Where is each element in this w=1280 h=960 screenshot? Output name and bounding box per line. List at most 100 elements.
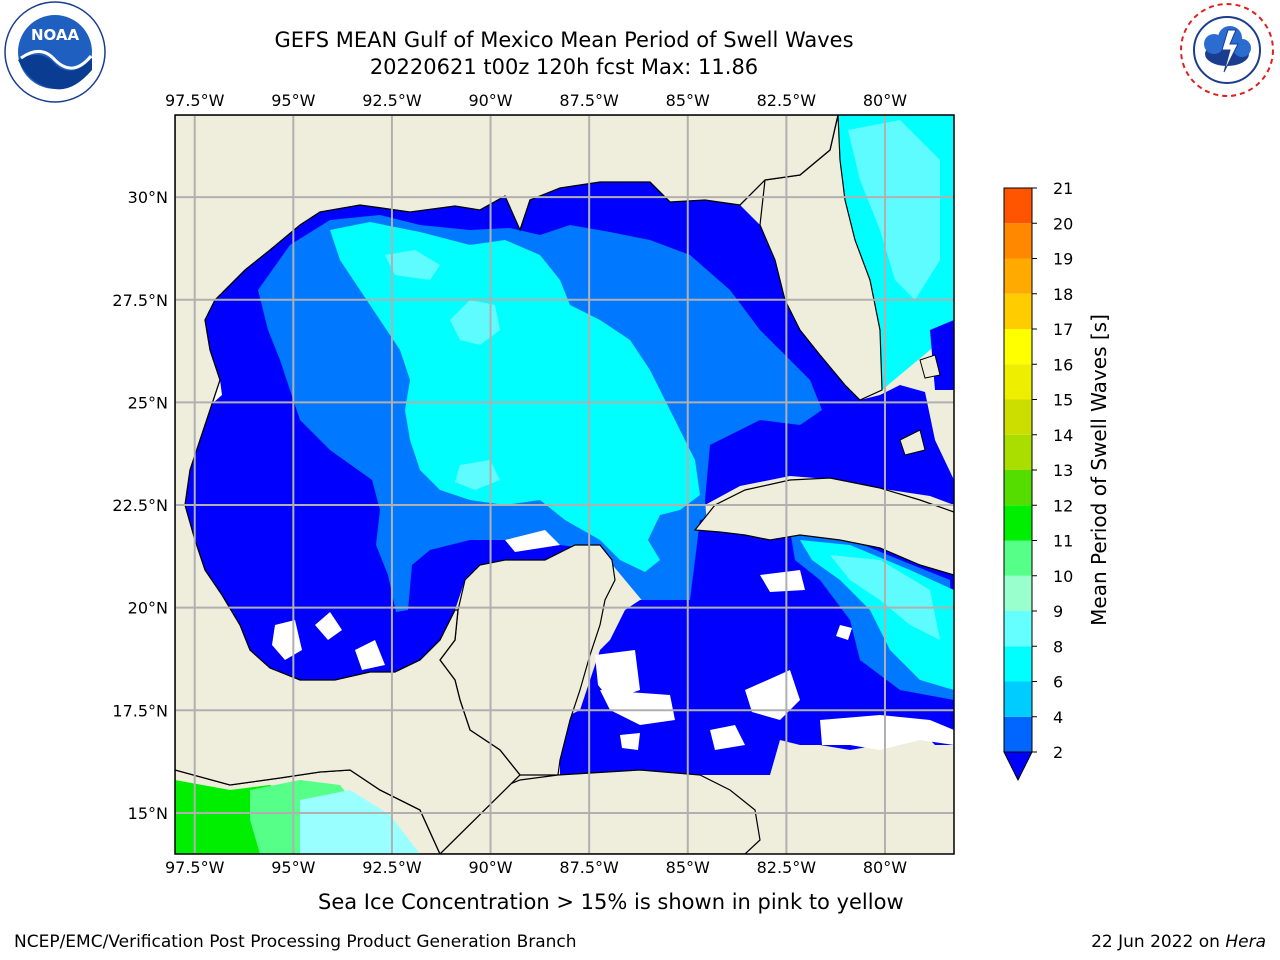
colorbar-tick-label: 10: [1053, 567, 1073, 586]
footer-credit: NCEP/EMC/Verification Post Processing Pr…: [14, 932, 577, 952]
no-data-patch: [600, 690, 675, 725]
no-data-patch: [272, 620, 302, 660]
colorbar-tick-label: 4: [1053, 708, 1063, 727]
colorbar-swatch: [1004, 188, 1032, 224]
lon-label-bottom: 97.5°W: [165, 858, 225, 877]
swell-field-patch: [385, 250, 440, 280]
colorbar-tick-label: 21: [1053, 179, 1073, 198]
lon-label-bottom: 90°W: [468, 858, 512, 877]
swell-field-atlantic-light: [848, 120, 940, 300]
lat-label-left: 15°N: [128, 804, 168, 823]
chart-subtitle: 20220621 t00z 120h fcst Max: 11.86: [369, 55, 759, 79]
colorbar-swatch: [1004, 293, 1032, 329]
lon-label-top: 85°W: [666, 91, 710, 110]
no-data-patch: [355, 640, 385, 670]
land-bahamas: [919, 354, 941, 379]
lat-label-right: 22.5: [959, 496, 960, 515]
footer-host: Hera: [1225, 932, 1266, 952]
colorbar-extend-min: [1003, 751, 1033, 782]
noaa-logo: NOAA: [4, 1, 106, 103]
lon-label-bottom: 85°W: [666, 858, 710, 877]
sea-ice-note: Sea Ice Concentration > 15% is shown in …: [318, 890, 904, 914]
swell-field-patch: [455, 460, 500, 490]
colorbar-swatch: [1004, 716, 1032, 752]
lon-label-bottom: 82.5°W: [757, 858, 817, 877]
colorbar-swatch: [1004, 575, 1032, 611]
gridlines: [175, 115, 954, 854]
lon-label-top: 87.5°W: [559, 91, 619, 110]
lon-label-top: 95°W: [271, 91, 315, 110]
lat-label-left: 30°N: [128, 188, 168, 207]
colorbar-tick-label: 19: [1053, 250, 1073, 269]
map-frame: [174, 114, 955, 855]
lon-label-bottom: 92.5°W: [362, 858, 422, 877]
no-data-patch: [836, 625, 852, 640]
colorbar-swatch: [1004, 505, 1032, 541]
lat-label-right: 15°N: [959, 804, 960, 823]
no-data-patch: [595, 650, 640, 700]
colorbar-tick-label: 20: [1053, 214, 1073, 233]
lon-label-bottom: 95°W: [271, 858, 315, 877]
colorbar-swatch: [1004, 223, 1032, 259]
colorbar-tick-label: 12: [1053, 496, 1073, 515]
noaa-logo-text: NOAA: [31, 26, 80, 44]
colorbar-swatch: [1004, 646, 1032, 682]
lat-label-right: 17.5: [959, 701, 960, 720]
axis-labels: 97.5°W 97.5°W 95°W 95°W 92.5°W 92.5°W 90°W 90°W…: [112, 91, 960, 877]
lat-label-left: 20°N: [128, 599, 168, 618]
lat-label-right: 20°N: [959, 599, 960, 618]
colorbar-swatch: [1004, 611, 1032, 647]
colorbar-swatch: [1004, 434, 1032, 470]
lon-label-bottom: 87.5°W: [559, 858, 619, 877]
lon-label-bottom: 80°W: [863, 858, 907, 877]
no-data-patch: [315, 612, 342, 640]
colorbar-swatches: [1004, 188, 1032, 752]
no-data-patch: [710, 725, 745, 750]
swell-field-caribbean-core: [800, 540, 954, 690]
colorbar-tick-label: 16: [1053, 355, 1073, 374]
footer-date-text: 22 Jun 2022 on: [1091, 932, 1226, 952]
no-data-patch: [620, 733, 640, 750]
colorbar-swatch: [1004, 364, 1032, 400]
lon-label-top: 82.5°W: [757, 91, 817, 110]
lat-label-right: 30°N: [959, 188, 960, 207]
footer-date: 22 Jun 2022 on Hera: [1091, 932, 1266, 952]
colorbar-tick-label: 18: [1053, 285, 1073, 304]
land-bahamas: [899, 429, 926, 456]
colorbar-tick-label: 8: [1053, 637, 1063, 656]
no-data-patch: [760, 570, 805, 592]
colorbar-swatch: [1004, 399, 1032, 435]
land-cuba: [693, 477, 954, 576]
lat-label-left: 22.5°N: [112, 496, 168, 515]
lat-label-right: 27.5: [959, 291, 960, 310]
colorbar-swatch: [1004, 540, 1032, 576]
map-panel: 97.5°W 97.5°W 95°W 95°W 92.5°W 92.5°W 90°W 90°W…: [112, 91, 960, 877]
colorbar-ticks: 2 4 6 8 9 10 11 12 13 14 15 16 17 18 19 20 21: [1032, 179, 1073, 762]
swell-field-core: [330, 222, 700, 572]
lat-label-right: 25°N: [959, 393, 960, 412]
nws-logo: [1179, 2, 1275, 98]
lon-label-top: 80°W: [863, 91, 907, 110]
lon-label-top: 92.5°W: [362, 91, 422, 110]
chart-title: GEFS MEAN Gulf of Mexico Mean Period of …: [274, 28, 854, 52]
lat-label-left: 25°N: [128, 393, 168, 412]
lon-label-top: 90°W: [468, 91, 512, 110]
land-us-gulf-coast: [175, 115, 839, 854]
colorbar: 2 4 6 8 9 10 11 12 13 14 15 16 17 18 19 20 21 Mean Perio…: [1003, 179, 1111, 782]
lat-label-left: 17.5°N: [112, 701, 168, 720]
swell-field-patch: [450, 300, 500, 345]
colorbar-swatch: [1004, 681, 1032, 717]
colorbar-title: Mean Period of Swell Waves [s]: [1087, 314, 1111, 626]
colorbar-tick-label: 14: [1053, 426, 1073, 445]
swell-field-pacific-light: [300, 790, 420, 854]
no-data-patch: [820, 715, 954, 750]
lat-label-left: 27.5°N: [112, 291, 168, 310]
colorbar-tick-label: 11: [1053, 532, 1073, 551]
colorbar-tick-label: 6: [1053, 673, 1063, 692]
colorbar-tick-label: 13: [1053, 461, 1073, 480]
colorbar-swatch: [1004, 470, 1032, 506]
lon-label-top: 97.5°W: [165, 91, 225, 110]
colorbar-swatch: [1004, 258, 1032, 294]
colorbar-tick-label: 9: [1053, 602, 1063, 621]
colorbar-tick-label: 15: [1053, 391, 1073, 410]
